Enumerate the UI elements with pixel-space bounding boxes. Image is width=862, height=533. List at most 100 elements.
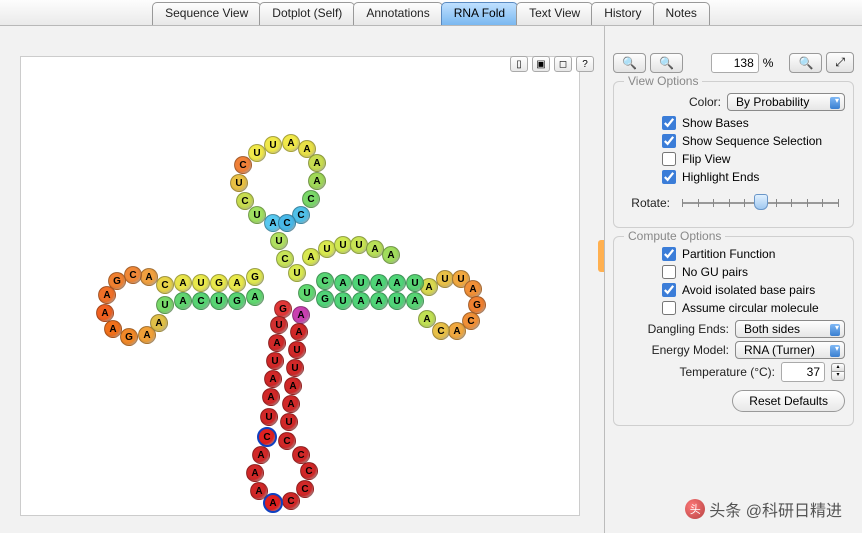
rna-base[interactable]: A (98, 286, 116, 304)
rna-base[interactable]: C (300, 462, 318, 480)
rna-base[interactable]: A (334, 274, 352, 292)
rna-base[interactable]: U (266, 352, 284, 370)
rna-canvas[interactable]: UUAAACUCUAACCCUCUGAGUACAGUCAUACGAAAGAAAU… (20, 56, 580, 516)
tab-history[interactable]: History (591, 2, 654, 25)
zoom-input[interactable] (711, 53, 759, 73)
tab-rna-fold[interactable]: RNA Fold (441, 2, 518, 25)
rna-base[interactable]: U (192, 274, 210, 292)
rna-base[interactable]: C (302, 190, 320, 208)
rna-base[interactable]: A (264, 370, 282, 388)
rna-base[interactable]: A (174, 274, 192, 292)
rna-base[interactable]: U (230, 174, 248, 192)
rna-base[interactable]: A (418, 310, 436, 328)
rna-base[interactable]: U (210, 292, 228, 310)
dangling-select[interactable]: Both sides (735, 320, 845, 338)
rna-base[interactable]: G (120, 328, 138, 346)
rna-base[interactable]: A (464, 280, 482, 298)
highlight-checkbox[interactable] (662, 170, 676, 184)
tab-text-view[interactable]: Text View (516, 2, 593, 25)
rna-base[interactable]: U (260, 408, 278, 426)
rna-base[interactable]: U (350, 236, 368, 254)
rna-base[interactable]: A (262, 388, 280, 406)
rna-base[interactable]: C (124, 266, 142, 284)
rna-base[interactable]: U (406, 274, 424, 292)
rna-base[interactable]: U (286, 359, 304, 377)
tab-sequence-view[interactable]: Sequence View (152, 2, 261, 25)
rna-base[interactable]: C (296, 480, 314, 498)
rna-base[interactable]: C (316, 272, 334, 290)
rna-base[interactable]: A (292, 306, 310, 324)
show-seq-checkbox[interactable] (662, 134, 676, 148)
rna-base[interactable]: U (288, 341, 306, 359)
reset-button[interactable]: Reset Defaults (732, 390, 845, 412)
show-bases-checkbox[interactable] (662, 116, 676, 130)
rna-base[interactable]: A (284, 377, 302, 395)
tab-annotations[interactable]: Annotations (353, 2, 442, 25)
temp-step-down[interactable]: ▾ (831, 372, 845, 381)
rna-base[interactable]: U (298, 284, 316, 302)
rna-base[interactable]: C (156, 276, 174, 294)
tab-dotplot-self-[interactable]: Dotplot (Self) (259, 2, 355, 25)
rna-base[interactable]: A (352, 292, 370, 310)
rna-base[interactable]: A (282, 395, 300, 413)
fit-zoom-button[interactable]: 🔍 (789, 53, 822, 73)
rna-base[interactable]: A (174, 292, 192, 310)
rna-base[interactable]: U (388, 292, 406, 310)
rna-base[interactable]: A (370, 292, 388, 310)
help-icon[interactable]: ? (576, 56, 594, 72)
rna-base[interactable]: C (282, 492, 300, 510)
zoom-out-button[interactable]: 🔍 (650, 53, 683, 73)
rna-base[interactable]: A (228, 274, 246, 292)
rna-base[interactable]: A (268, 334, 286, 352)
temp-input[interactable] (781, 362, 825, 382)
rna-base[interactable]: C (432, 322, 450, 340)
rna-base[interactable]: U (280, 413, 298, 431)
energy-select[interactable]: RNA (Turner) (735, 341, 845, 359)
temp-stepper[interactable]: ▴ ▾ (831, 363, 845, 381)
rna-base[interactable]: U (334, 292, 352, 310)
color-select[interactable]: By Probability (727, 93, 845, 111)
rna-base[interactable]: G (228, 292, 246, 310)
rotate-slider[interactable] (676, 192, 845, 214)
rna-base[interactable]: G (246, 268, 264, 286)
rna-base[interactable]: A (246, 464, 264, 482)
rna-base[interactable]: A (250, 482, 268, 500)
rna-base[interactable]: A (150, 314, 168, 332)
partition-checkbox[interactable] (662, 247, 676, 261)
rna-base[interactable]: A (252, 446, 270, 464)
nogu-checkbox[interactable] (662, 265, 676, 279)
rna-base[interactable]: G (210, 274, 228, 292)
rna-base[interactable]: A (370, 274, 388, 292)
rna-base[interactable]: U (156, 296, 174, 314)
rna-base[interactable]: U (270, 232, 288, 250)
rna-base[interactable]: C (234, 156, 252, 174)
circular-checkbox[interactable] (662, 301, 676, 315)
splitter-right[interactable] (598, 240, 604, 272)
rna-base[interactable]: A (388, 274, 406, 292)
rna-base[interactable]: U (264, 136, 282, 154)
rna-base[interactable]: A (406, 292, 424, 310)
rna-base[interactable]: A (448, 322, 466, 340)
rna-base[interactable]: U (270, 316, 288, 334)
rna-base[interactable]: U (288, 264, 306, 282)
rna-base[interactable]: U (352, 274, 370, 292)
flip-checkbox[interactable] (662, 152, 676, 166)
panel-icon-2[interactable]: ▣ (532, 56, 550, 72)
rna-base[interactable]: A (290, 323, 308, 341)
rna-base[interactable]: C (278, 432, 296, 450)
rna-base[interactable]: G (316, 290, 334, 308)
rna-base[interactable]: A (140, 268, 158, 286)
tab-notes[interactable]: Notes (653, 2, 710, 25)
rna-base[interactable]: A (246, 288, 264, 306)
rna-base[interactable]: C (278, 214, 296, 232)
rna-base[interactable]: A (308, 154, 326, 172)
temp-step-up[interactable]: ▴ (831, 363, 845, 372)
panel-icon-1[interactable]: ▯ (510, 56, 528, 72)
rna-base[interactable]: A (308, 172, 326, 190)
rna-base[interactable]: A (382, 246, 400, 264)
expand-button[interactable]: ⤢ (826, 52, 854, 73)
rna-base[interactable]: C (257, 427, 277, 447)
avoid-checkbox[interactable] (662, 283, 676, 297)
panel-icon-3[interactable]: ◻ (554, 56, 572, 72)
zoom-in-button[interactable]: 🔍 (613, 53, 646, 73)
